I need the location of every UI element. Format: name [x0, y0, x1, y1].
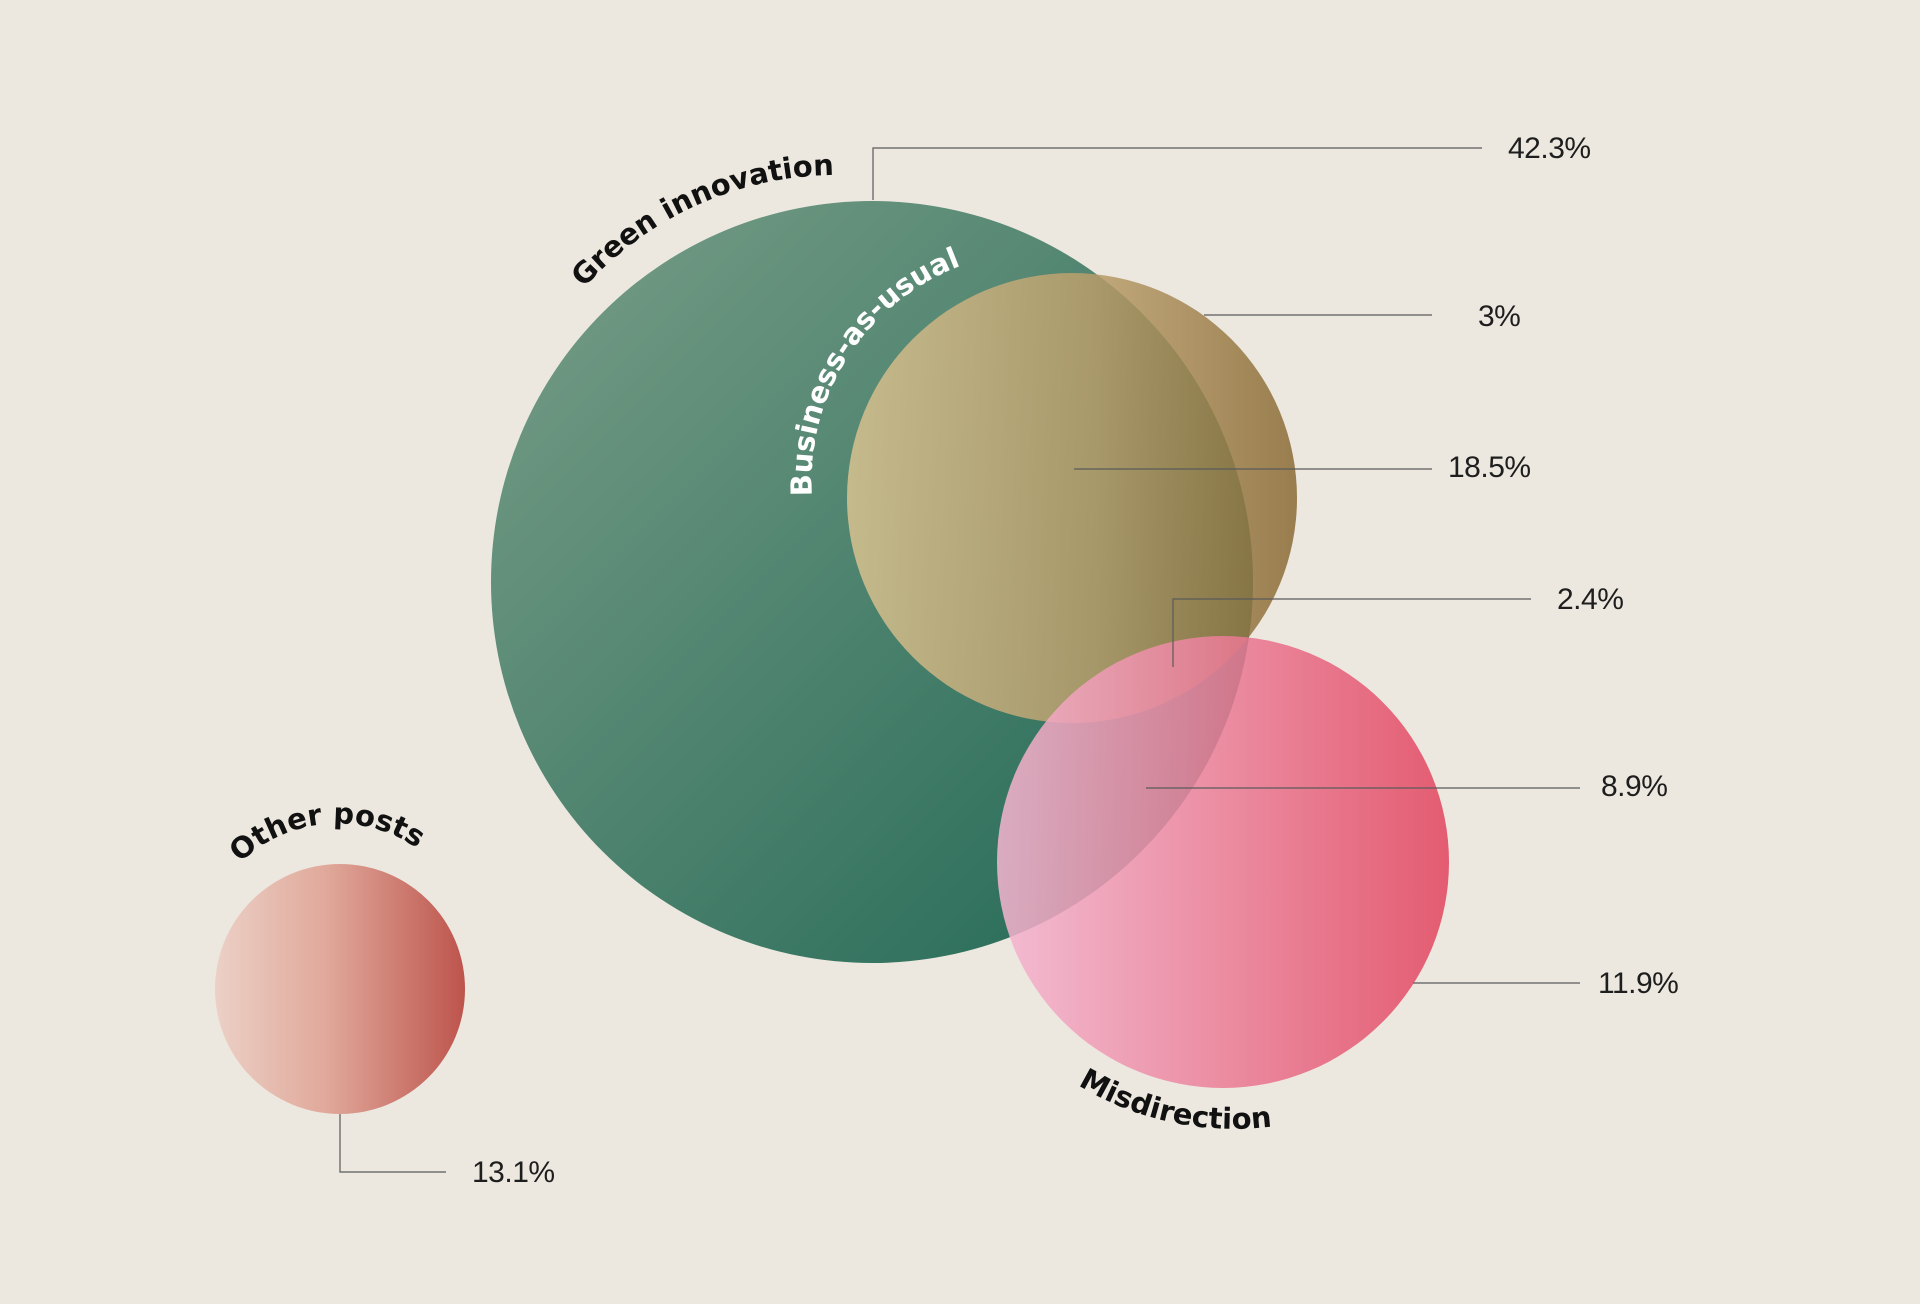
pct-business-only: 3%	[1478, 300, 1520, 333]
pct-green-business: 18.5%	[1448, 451, 1531, 484]
pct-green-misdirection: 8.9%	[1601, 770, 1667, 803]
leader-all-three	[1172, 598, 1531, 667]
other-posts-circle	[215, 864, 465, 1114]
label-other-posts: Other posts	[223, 796, 432, 868]
pct-other-posts: 13.1%	[472, 1156, 555, 1189]
misdirection-circle	[997, 636, 1449, 1088]
leader-green-only	[872, 147, 1482, 200]
leader-other-posts	[339, 1114, 446, 1173]
pct-green-only: 42.3%	[1508, 132, 1591, 165]
pct-misdirection-only: 11.9%	[1598, 967, 1678, 1000]
pct-all-three: 2.4%	[1557, 583, 1623, 616]
business-as-usual-circle	[847, 273, 1297, 723]
